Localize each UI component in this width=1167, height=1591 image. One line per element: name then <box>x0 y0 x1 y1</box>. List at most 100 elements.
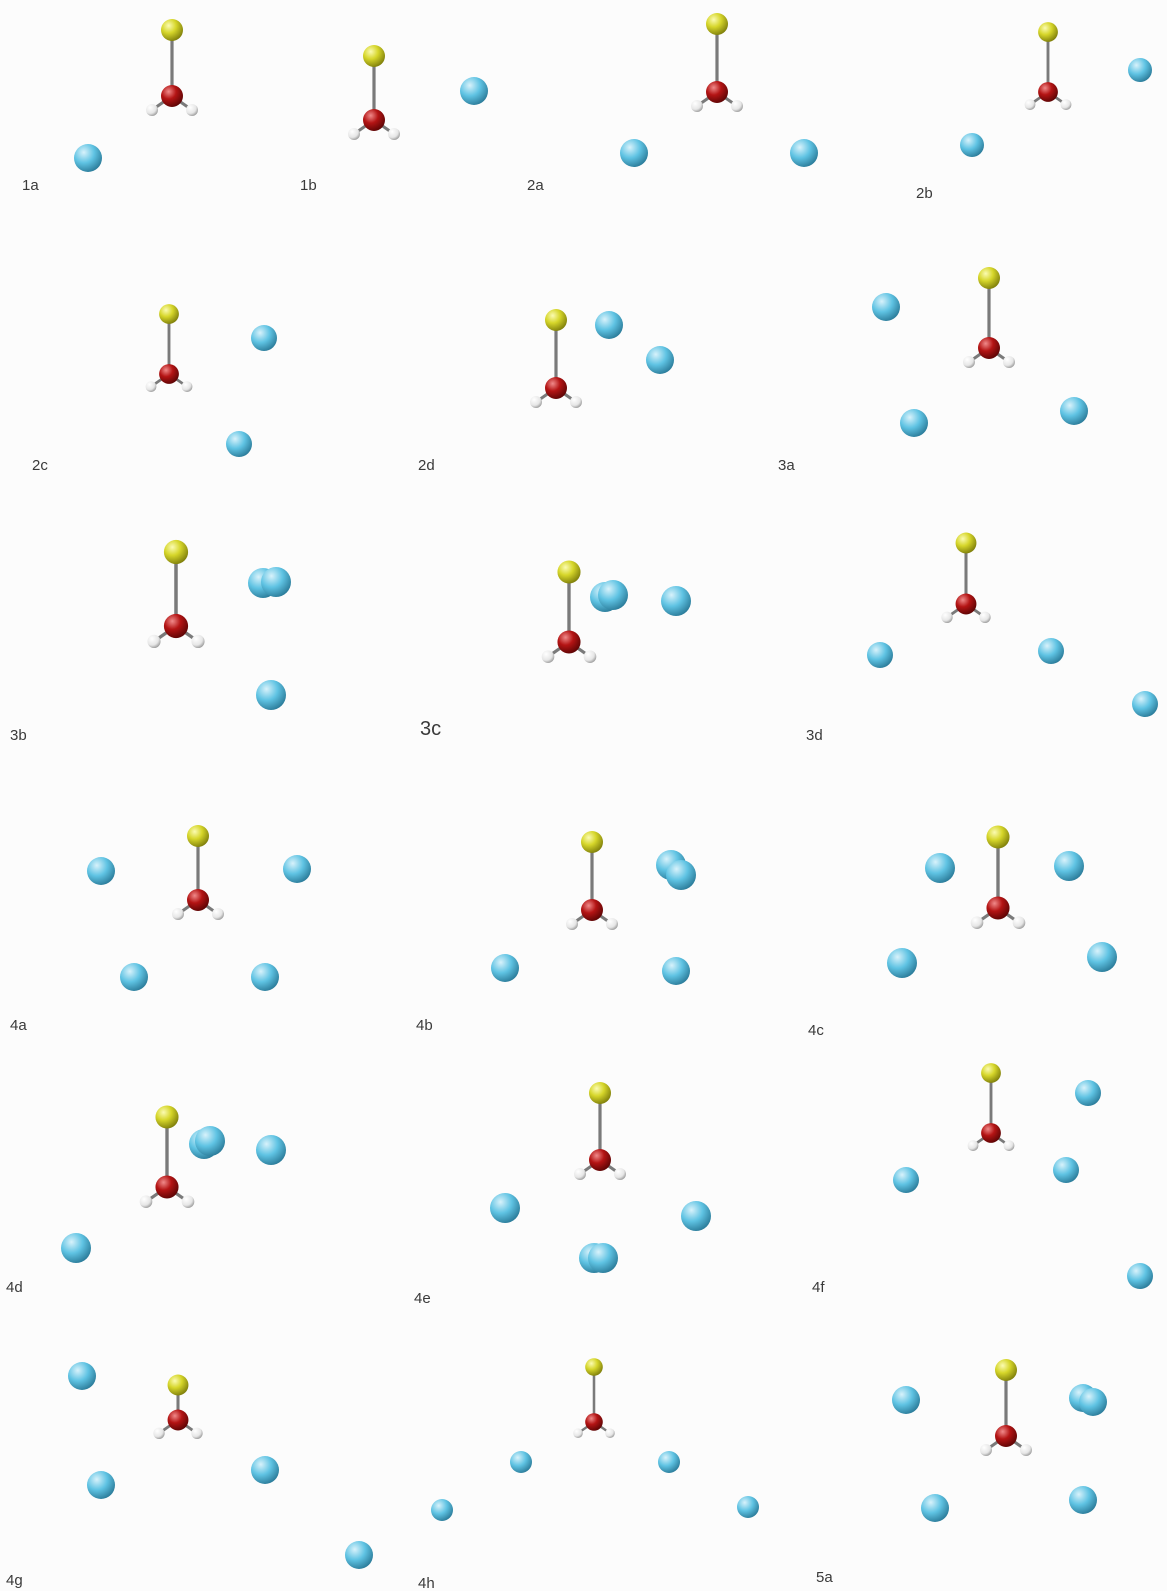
panel-label: 2d <box>418 457 435 474</box>
structure-panel <box>892 1359 1107 1522</box>
sodium-ion <box>646 346 674 374</box>
panel-label: 4b <box>416 1017 433 1034</box>
hydrogen-atom <box>140 1195 153 1208</box>
structure-panel <box>68 1362 373 1569</box>
hydrogen-atom <box>530 396 542 408</box>
structure-panel <box>620 13 818 167</box>
sodium-ion <box>345 1541 373 1569</box>
sodium-ion <box>595 311 623 339</box>
oxygen-atom <box>159 364 179 384</box>
hydrogen-atom <box>542 650 555 663</box>
panel-label: 1a <box>22 177 39 194</box>
hydrogen-atom <box>186 104 198 116</box>
sulfur-atom <box>1038 22 1058 42</box>
sulfur-atom <box>956 533 977 554</box>
structure-panel <box>348 45 488 140</box>
sodium-ion <box>226 431 252 457</box>
hydrogen-atom <box>172 908 184 920</box>
sodium-ion <box>1053 1157 1079 1183</box>
hydrogen-atom <box>968 1140 979 1151</box>
sodium-ion <box>662 957 690 985</box>
sulfur-atom <box>978 267 1000 289</box>
hydrogen-atom <box>584 650 597 663</box>
structure-panel <box>887 825 1117 978</box>
hydrogen-atom <box>1004 1140 1015 1151</box>
panel-label: 2b <box>916 185 933 202</box>
panel-label: 3d <box>806 727 823 744</box>
sulfur-atom <box>168 1375 189 1396</box>
oxygen-atom <box>995 1425 1017 1447</box>
hydrogen-atom <box>1061 99 1072 110</box>
hydrogen-atom <box>191 635 204 648</box>
oxygen-atom <box>164 614 188 638</box>
oxygen-atom <box>168 1410 189 1431</box>
oxygen-atom <box>187 889 209 911</box>
panel-label: 5a <box>816 1569 833 1586</box>
oxygen-atom <box>1038 82 1058 102</box>
sodium-ion <box>490 1193 520 1223</box>
hydrogen-atom <box>691 100 703 112</box>
sodium-ion <box>68 1362 96 1390</box>
hydrogen-atom <box>574 1168 586 1180</box>
sodium-ion <box>666 860 696 890</box>
structure-panel <box>530 309 674 408</box>
sodium-ion <box>1075 1080 1101 1106</box>
sodium-ion <box>925 853 955 883</box>
sodium-ion <box>251 963 279 991</box>
hydrogen-atom <box>941 612 952 623</box>
hydrogen-atom <box>147 635 160 648</box>
panel-label: 3b <box>10 727 27 744</box>
sodium-ion <box>120 963 148 991</box>
sulfur-atom <box>589 1082 611 1104</box>
oxygen-atom <box>956 594 977 615</box>
sodium-ion <box>510 1451 532 1473</box>
sodium-ion <box>1060 397 1088 425</box>
sodium-ion <box>892 1386 920 1414</box>
sodium-ion <box>256 680 286 710</box>
panel-label: 1b <box>300 177 317 194</box>
hydrogen-atom <box>566 918 578 930</box>
hydrogen-atom <box>614 1168 626 1180</box>
sodium-ion <box>1128 58 1152 82</box>
sodium-ion <box>790 139 818 167</box>
sodium-ion <box>960 133 984 157</box>
oxygen-atom <box>545 377 567 399</box>
sulfur-atom <box>159 304 179 324</box>
hydrogen-atom <box>182 381 193 392</box>
structure-panel <box>431 1358 759 1521</box>
hydrogen-atom <box>980 1444 992 1456</box>
hydrogen-atom <box>606 918 618 930</box>
panel-label: 2c <box>32 457 48 474</box>
hydrogen-atom <box>388 128 400 140</box>
sodium-ion <box>1132 691 1158 717</box>
sodium-ion <box>460 77 488 105</box>
sulfur-atom <box>581 831 603 853</box>
sodium-ion <box>87 1471 115 1499</box>
sodium-ion <box>661 586 691 616</box>
oxygen-atom <box>161 85 183 107</box>
structure-panel <box>61 1105 286 1263</box>
sodium-ion <box>251 1456 279 1484</box>
structure-panel <box>74 19 198 172</box>
oxygen-atom <box>589 1149 611 1171</box>
oxygen-atom <box>585 1413 603 1431</box>
sodium-ion <box>658 1451 680 1473</box>
sodium-ion <box>887 948 917 978</box>
panel-label: 3c <box>420 718 441 740</box>
sodium-ion <box>620 139 648 167</box>
hydrogen-atom <box>573 1428 583 1438</box>
hydrogen-atom <box>963 356 975 368</box>
oxygen-atom <box>986 896 1009 919</box>
sodium-ion <box>1069 1486 1097 1514</box>
sodium-ion <box>1038 638 1064 664</box>
sulfur-atom <box>557 560 580 583</box>
hydrogen-atom <box>348 128 360 140</box>
hydrogen-atom <box>153 1428 164 1439</box>
sodium-ion <box>900 409 928 437</box>
oxygen-atom <box>981 1123 1001 1143</box>
oxygen-atom <box>557 630 580 653</box>
hydrogen-atom <box>146 381 157 392</box>
oxygen-atom <box>706 81 728 103</box>
sulfur-atom <box>363 45 385 67</box>
